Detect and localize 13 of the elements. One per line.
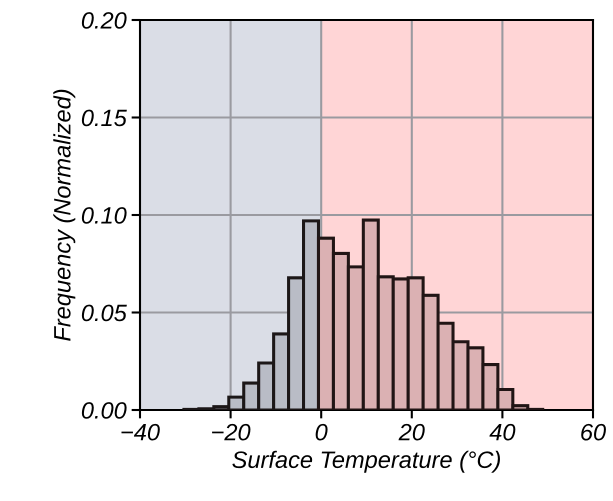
y-axis-title: Frequency (Normalized) <box>53 90 76 341</box>
x-tick-label: 40 <box>489 424 516 441</box>
y-tick-label: 0.00 <box>82 402 127 419</box>
x-tick-label: 0 <box>316 424 328 441</box>
y-tick-label: 0.10 <box>82 207 127 224</box>
x-tick-label: 20 <box>398 424 425 441</box>
y-tick-label: 0.20 <box>82 12 127 29</box>
x-tick-label: −20 <box>212 424 250 441</box>
x-tick-label: 60 <box>581 424 606 441</box>
y-tick-label: 0.15 <box>82 110 127 126</box>
y-tick-label: 0.05 <box>82 304 127 322</box>
x-tick-label: −40 <box>121 424 160 441</box>
x-axis-title: Surface Temperature (°C) <box>232 450 500 473</box>
